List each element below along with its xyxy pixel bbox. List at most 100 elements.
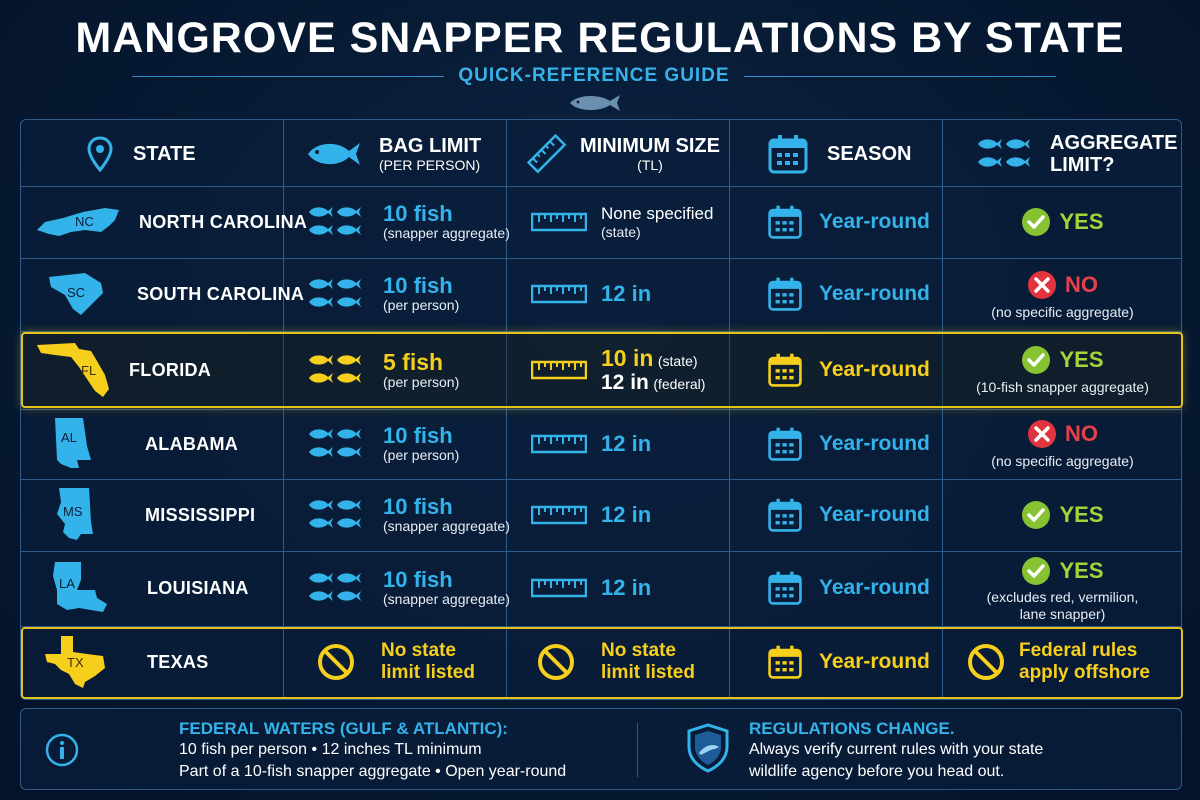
aggregate-value: YES — [1059, 557, 1104, 583]
footer-left-text: FEDERAL WATERS (GULF & ATLANTIC): 10 fis… — [179, 719, 566, 782]
bag-value-2: limit listed — [381, 662, 475, 683]
ruler-icon — [531, 434, 587, 454]
size-value: 12 in — [601, 502, 652, 528]
season-cell: Year-round — [767, 350, 930, 390]
check-icon — [1022, 556, 1051, 585]
calendar-icon — [768, 135, 808, 174]
bag-note: (per person) — [383, 297, 460, 314]
aggregate-cell: YES — [942, 479, 1183, 551]
calendar-icon — [768, 205, 802, 239]
calendar-icon — [768, 277, 802, 311]
size-note-federal: (federal) — [653, 375, 706, 392]
header-state-label: STATE — [133, 143, 196, 165]
state-abbr: FL — [81, 363, 96, 378]
divider — [21, 626, 1181, 627]
bag-cell: 10 fish (snapper aggregate) — [307, 198, 510, 246]
header-size-sub: (TL) — [637, 157, 663, 173]
footer-left-line2: Part of a 10-fish snapper aggregate • Op… — [179, 762, 567, 780]
calendar-icon — [768, 498, 802, 532]
season-value: Year-round — [819, 503, 930, 526]
aggregate-cell: YES (excludes red, vermilion, lane snapp… — [942, 552, 1183, 626]
prohibited-icon — [318, 644, 354, 680]
bag-cell: 10 fish (snapper aggregate) — [307, 491, 510, 539]
aggregate-note: (10-fish snapper aggregate) — [976, 378, 1149, 395]
bag-value: 10 fish — [383, 273, 453, 299]
header-min-size: MINIMUM SIZE (TL) — [526, 130, 720, 178]
size-cell: 12 in — [531, 274, 651, 314]
footer-right-text: REGULATIONS CHANGE. Always verify curren… — [749, 719, 1043, 782]
bag-cell: 10 fish (per person) — [307, 420, 459, 468]
la-map-icon: LA — [53, 562, 107, 612]
divider — [21, 331, 1181, 332]
size-cell: 10 in (state) 12 in (federal) — [531, 344, 705, 396]
fish-group-icon — [309, 207, 361, 235]
bag-value: 10 fish — [383, 494, 453, 520]
size-value: 12 in — [601, 431, 652, 457]
state-name: TEXAS — [147, 651, 209, 672]
state-abbr: TX — [67, 655, 84, 670]
season-cell: Year-round — [767, 568, 930, 608]
page-subtitle: QUICK-REFERENCE GUIDE — [458, 65, 730, 86]
x-icon — [1028, 270, 1056, 299]
bag-note: (snapper aggregate) — [383, 225, 510, 242]
size-value: 10 in — [601, 344, 654, 371]
size-value-federal: 12 in — [601, 370, 649, 394]
aggregate-cell: YES — [942, 186, 1183, 258]
size-note: (state) — [657, 352, 698, 369]
header-season-label: SEASON — [827, 143, 912, 165]
state-abbr: LA — [59, 576, 75, 591]
state-name: NORTH CAROLINA — [139, 211, 308, 232]
aggregate-note: (no specific aggregate) — [991, 452, 1134, 469]
fish-group-icon — [309, 279, 361, 307]
header-size-label: MINIMUM SIZE — [580, 135, 720, 157]
size-value: No state — [601, 640, 676, 662]
prohibited-icon — [968, 644, 1004, 680]
ruler-icon — [531, 578, 587, 598]
state-name: MISSISSIPPI — [145, 504, 256, 525]
calendar-icon — [768, 571, 802, 605]
size-value-2: limit listed — [601, 662, 695, 683]
aggregate-cell: NO (no specific aggregate) — [942, 410, 1183, 478]
texas-highlight — [21, 627, 1183, 699]
header-bag-limit: BAG LIMIT (PER PERSON) — [305, 132, 481, 176]
aggregate-value: YES — [1059, 346, 1104, 372]
state-abbr: AL — [61, 430, 77, 445]
divider — [21, 258, 1181, 259]
season-value: Year-round — [819, 650, 930, 673]
size-value: 12 in — [601, 281, 652, 307]
season-value: Year-round — [819, 432, 930, 455]
bag-value: 10 fish — [383, 423, 453, 449]
regulations-table: STATE BAG LIMIT (PER PERSON) MINIMUM SIZ… — [20, 119, 1183, 700]
footer-left-heading: FEDERAL WATERS (GULF & ATLANTIC): — [179, 719, 508, 738]
bag-cell: 10 fish (snapper aggregate) — [307, 564, 510, 612]
season-value: Year-round — [819, 576, 930, 599]
divider — [743, 75, 1056, 77]
header-state: STATE — [87, 134, 196, 174]
aggregate-cell: Federal rules apply offshore — [967, 638, 1150, 686]
table-row: FL FLORIDA — [35, 336, 211, 404]
season-value: Year-round — [819, 358, 930, 381]
aggregate-value: YES — [1059, 502, 1104, 527]
state-abbr: SC — [67, 285, 85, 300]
footer-panel: FEDERAL WATERS (GULF & ATLANTIC): 10 fis… — [20, 708, 1182, 790]
header-season: SEASON — [767, 132, 911, 176]
header-aggregate: AGGREGATE LIMIT? — [976, 130, 1177, 178]
season-cell: Year-round — [767, 202, 930, 242]
footer-right-heading: REGULATIONS CHANGE. — [749, 719, 955, 738]
prohibited-icon — [538, 644, 574, 680]
season-value: Year-round — [819, 282, 930, 305]
ruler-icon — [531, 505, 587, 525]
season-cell: Year-round — [767, 642, 930, 682]
calendar-icon — [768, 427, 802, 461]
table-row: NC NORTH CAROLINA — [35, 198, 307, 246]
fish-group-icon — [309, 429, 361, 457]
size-cell: 12 in — [531, 424, 651, 464]
divider — [21, 551, 1181, 552]
aggregate-value: YES — [1059, 209, 1104, 234]
ms-map-icon: MS — [57, 488, 93, 540]
season-cell: Year-round — [767, 274, 930, 314]
table-row: AL ALABAMA — [51, 416, 238, 472]
map-pin-icon — [87, 136, 113, 172]
fish-group-icon — [309, 573, 361, 601]
size-cell: No state limit listed — [537, 638, 695, 686]
